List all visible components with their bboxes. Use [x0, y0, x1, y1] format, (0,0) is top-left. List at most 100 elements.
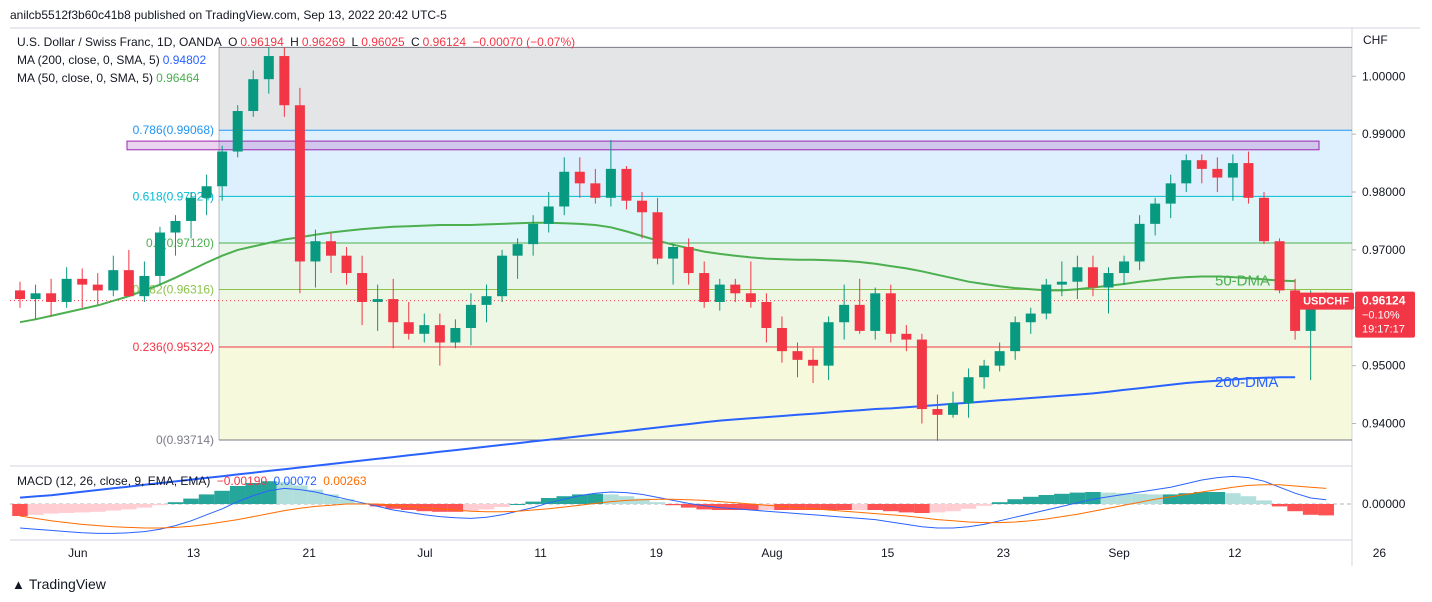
macd-histogram-bar — [214, 490, 230, 504]
candle-body — [497, 255, 508, 297]
macd-histogram-bar — [1100, 492, 1117, 504]
macd-histogram-bar — [1256, 500, 1272, 504]
macd-histogram-bar — [649, 502, 666, 504]
macd-line — [19, 475, 1327, 534]
macd-histogram-bar — [696, 504, 712, 510]
candle-body — [170, 220, 181, 233]
candle-body — [605, 168, 616, 198]
symbol-name[interactable]: U.S. Dollar / Swiss Franc, 1D, OANDA — [17, 35, 222, 49]
candle-body — [419, 325, 430, 334]
candle-body — [854, 304, 865, 331]
candle-body — [574, 171, 585, 184]
macd-line-value: 0.00072 — [273, 474, 317, 488]
macd-histogram-bar — [1287, 504, 1303, 512]
macd-histogram-bar — [509, 504, 526, 505]
macd-histogram-bar — [245, 483, 262, 504]
macd-histogram-bar — [152, 504, 168, 506]
time-axis-label: Jul — [417, 546, 432, 560]
macd-histogram-bar — [898, 504, 915, 513]
macd-histogram-bar — [261, 481, 277, 504]
candle-body — [637, 200, 647, 213]
open-value: 0.96194 — [240, 35, 284, 49]
candle-body — [885, 293, 896, 334]
macd-histogram-bar — [960, 504, 977, 509]
ma200-legend[interactable]: MA (200, close, 0, SMA, 5) 0.94802 — [17, 53, 209, 67]
fib-zone — [219, 196, 1352, 243]
candle-body — [465, 304, 476, 329]
candle-body — [948, 403, 958, 415]
macd-legend[interactable]: MACD (12, 26, close, 9, EMA, EMA) −0.001… — [17, 474, 370, 488]
candle-body — [994, 351, 1005, 366]
price-tick-label: 0.94000 — [1362, 416, 1406, 430]
price-tick-label: 1.00000 — [1362, 69, 1406, 83]
macd-histogram-bar — [991, 502, 1008, 504]
fib-zone — [219, 47, 1352, 131]
macd-histogram-bar — [105, 504, 122, 511]
macd-histogram-bar — [1302, 504, 1319, 515]
candle-body — [1274, 241, 1285, 291]
publisher-line: anilcb5512f3b60c41b8 published on Tradin… — [10, 8, 447, 22]
macd-histogram-bar — [1054, 493, 1070, 504]
candle-body — [668, 247, 679, 259]
macd-histogram-bar — [463, 504, 479, 512]
price-badge-change: −0.10% — [1362, 310, 1400, 322]
candle-body — [745, 293, 756, 302]
price-tick-label: 0.98000 — [1362, 185, 1406, 199]
macd-histogram-bar — [447, 504, 464, 512]
macd-histogram-bar — [432, 504, 448, 512]
macd-histogram-bar — [883, 504, 899, 512]
fib-label: 0.236(0.95322) — [133, 340, 214, 354]
candle-body — [512, 244, 523, 256]
candle-body — [870, 293, 881, 331]
low-value: 0.96025 — [361, 35, 405, 49]
candle-body — [916, 339, 927, 410]
macd-histogram-bar — [556, 496, 573, 504]
candle-body — [154, 232, 165, 276]
candle-body — [46, 293, 57, 302]
macd-histogram-bar — [494, 504, 510, 507]
candle-body — [714, 284, 725, 302]
tradingview-footer[interactable]: ▲ TradingView — [12, 576, 106, 592]
macd-histogram-bar — [338, 499, 355, 504]
macd-histogram-bar — [727, 504, 744, 510]
macd-histogram-bar — [400, 504, 417, 510]
candle-body — [901, 333, 912, 340]
time-axis-label: Sep — [1108, 546, 1130, 560]
macd-histogram-bar — [1225, 493, 1241, 504]
macd-histogram-bar — [58, 504, 75, 513]
change-value: −0.00070 (−0.07%) — [472, 35, 576, 49]
macd-histogram-bar — [121, 504, 137, 510]
macd-histogram-bar — [1194, 492, 1210, 504]
ma50-legend[interactable]: MA (50, close, 0, SMA, 5) 0.96464 — [17, 71, 202, 85]
price-tick-label: 0.97000 — [1362, 243, 1406, 257]
candle-body — [248, 79, 259, 112]
candle-body — [1227, 163, 1238, 178]
macd-histogram-bar — [1116, 493, 1132, 504]
macd-histogram-bar — [1131, 493, 1148, 504]
candle-body — [232, 111, 243, 152]
macd-histogram-bar — [774, 504, 790, 510]
time-axis-label: 23 — [997, 546, 1011, 560]
candle-body — [559, 171, 570, 207]
macd-histogram-bar — [758, 504, 775, 510]
candle-body — [434, 325, 445, 343]
time-axis-label: 11 — [534, 546, 547, 560]
macd-histogram-bar — [183, 498, 199, 504]
macd-histogram-bar — [385, 504, 401, 509]
candle-body — [652, 212, 663, 259]
candle-body — [77, 278, 88, 285]
candle-body — [543, 206, 554, 224]
high-value: 0.96269 — [301, 35, 346, 49]
ma50-annotation: 50-DMA — [1215, 273, 1270, 290]
candle-body — [528, 223, 539, 245]
macd-histogram-bar — [167, 502, 184, 504]
candle-body — [590, 183, 601, 198]
time-axis-label: 21 — [303, 546, 317, 560]
macd-histogram-bar — [665, 504, 681, 506]
macd-histogram-bar — [1085, 492, 1101, 504]
price-tick-label: 0.95000 — [1362, 359, 1406, 373]
candle-body — [341, 255, 352, 274]
macd-histogram-bar — [1240, 496, 1257, 504]
candle-body — [932, 409, 943, 415]
